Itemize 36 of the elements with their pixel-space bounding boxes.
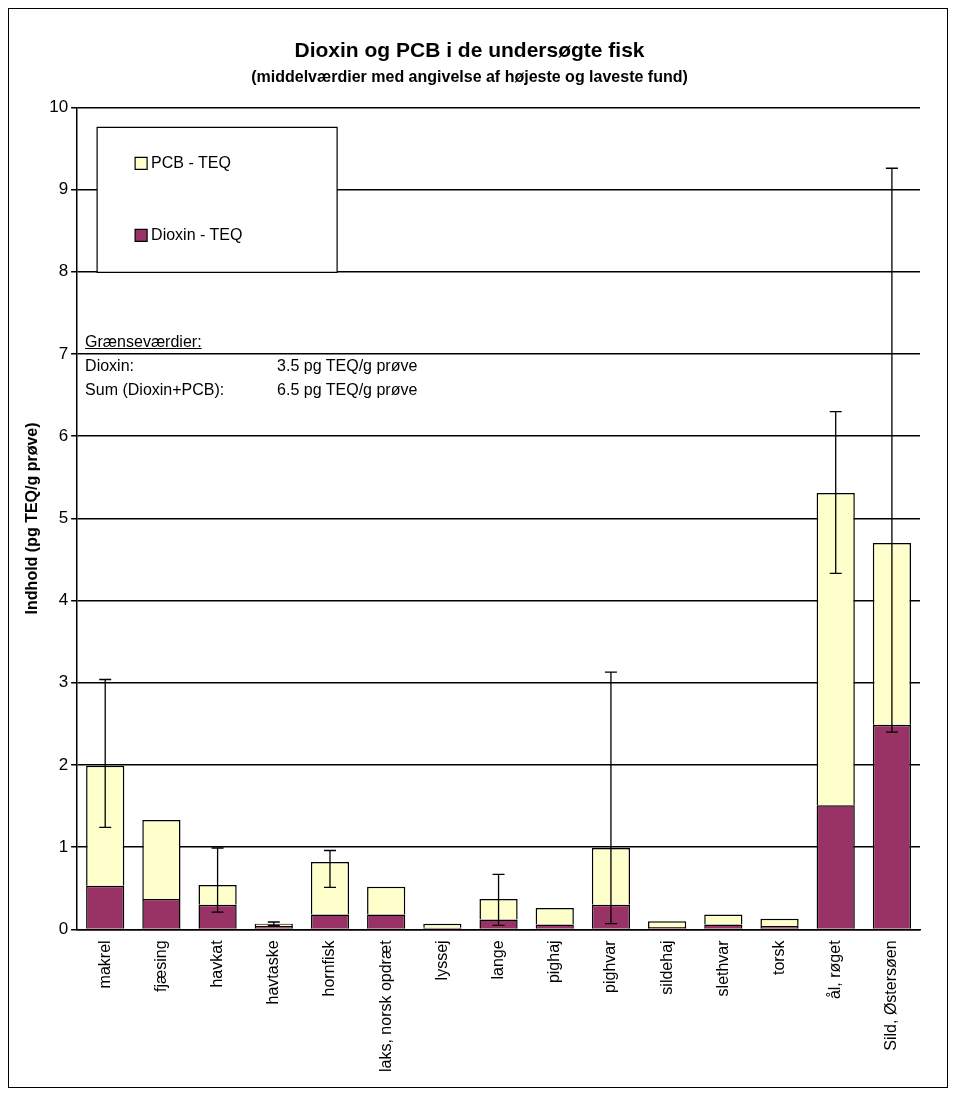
x-tick-label: hornfisk: [320, 939, 338, 997]
x-tick-label: lange: [488, 940, 506, 980]
x-tick-label: Sild, Østersøen: [882, 940, 900, 1051]
legend-label: PCB - TEQ: [151, 153, 231, 171]
x-tick-label: pighvar: [601, 939, 619, 993]
chart-subtitle: (middelværdier med angivelse af højeste og laveste fund): [251, 68, 688, 86]
y-tick-label: 8: [58, 261, 69, 281]
x-tick-label: laks, norsk opdræt: [376, 939, 394, 1072]
chart-title: Dioxin og PCB i de undersøgte fisk: [294, 38, 645, 62]
y-tick-label: 0: [58, 919, 69, 939]
legend-label: Dioxin - TEQ: [151, 225, 243, 243]
x-tick-label: havkat: [208, 939, 225, 988]
x-tick-label: lyssej: [432, 940, 450, 981]
x-tick-label: torsk: [769, 939, 787, 976]
x-tick-label: pighaj: [545, 940, 563, 984]
y-tick-label: 1: [58, 836, 69, 856]
x-tick-label: havtaske: [264, 940, 282, 1005]
y-tick-label: 10: [49, 97, 69, 117]
y-tick-label: 5: [58, 508, 69, 528]
x-tick-label: makrel: [95, 940, 113, 989]
y-axis-title: Indhold (pg TEQ/g prøve): [23, 422, 41, 615]
y-tick-label: 9: [58, 179, 69, 199]
y-tick-label: 6: [58, 425, 69, 445]
y-tick-label: 2: [58, 754, 69, 774]
annotation: Grænseværdier:: [85, 332, 202, 350]
annotation: 3.5 pg TEQ/g prøve: [277, 356, 418, 376]
y-tick-label: 4: [58, 590, 69, 610]
x-tick-label: sildehaj: [657, 940, 675, 995]
y-tick-label: 3: [58, 672, 69, 692]
annotation: Sum (Dioxin+PCB):: [85, 380, 226, 400]
x-tick-label: fjæsing: [151, 940, 169, 992]
y-tick-label: 7: [58, 343, 69, 363]
x-tick-label: ål, røget: [826, 939, 844, 1000]
annotation: 6.5 pg TEQ/g prøve: [277, 380, 418, 400]
x-tick-label: slethvar: [713, 939, 731, 997]
annotation: Dioxin:: [85, 356, 135, 376]
